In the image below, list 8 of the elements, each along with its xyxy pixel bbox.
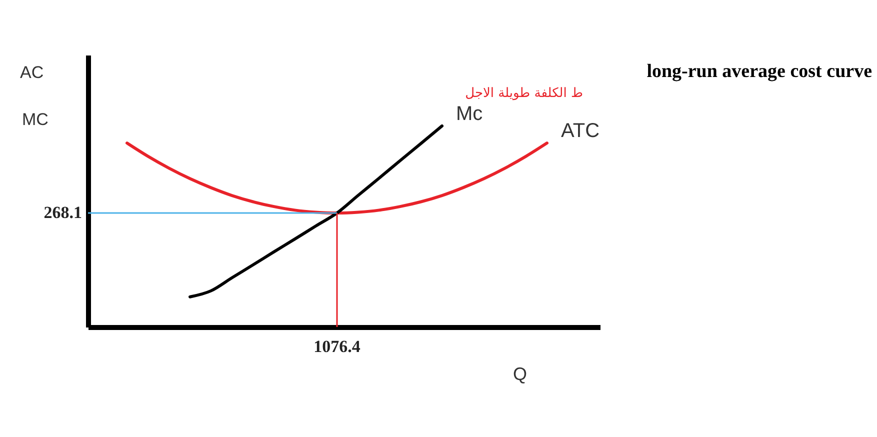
series-label: ATC — [561, 120, 600, 142]
text: AC MC — [20, 63, 48, 129]
text: ط الكلفة طويلة الاجل — [465, 86, 583, 101]
text: 1076.4 — [314, 337, 361, 356]
x-axis-title: Q — [512, 364, 528, 384]
series-label: Mc — [456, 102, 483, 125]
text: long-run average cost curve — [646, 61, 872, 82]
text: 268.1 — [44, 203, 82, 222]
